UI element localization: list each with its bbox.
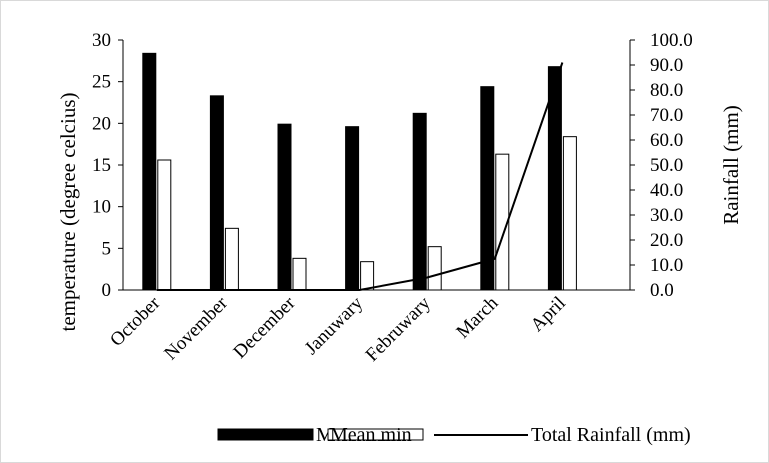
x-tick-label-februwary: Februwary bbox=[362, 292, 435, 365]
legend-swatch-mean-max bbox=[217, 428, 314, 441]
bar-mean-max-december bbox=[277, 123, 292, 291]
line-layer bbox=[156, 62, 564, 291]
y2-tick-label: 50.0 bbox=[650, 155, 683, 176]
legend-swatch-mean-min bbox=[327, 428, 424, 441]
y2-tick-label: 0.0 bbox=[650, 280, 674, 301]
bar-mean-max-november bbox=[209, 95, 224, 291]
legend: Mean max Mean min Total Rainfall (mm) bbox=[217, 424, 691, 446]
y2-tick-label: 90.0 bbox=[650, 55, 683, 76]
y-tick-label: 25 bbox=[92, 72, 111, 93]
x-tick-label-januwary: Januwary bbox=[301, 292, 368, 359]
ticks-layer: 0 5 10 15 20 25 30 0.0 10.0 20.0 30.0 40.0 50.0 60.0 7… bbox=[92, 30, 693, 366]
y-tick-label: 30 bbox=[92, 30, 111, 51]
y2-tick-label: 40.0 bbox=[650, 180, 683, 201]
x-tick-label-march: March bbox=[452, 292, 502, 342]
y2-tick-label: 60.0 bbox=[650, 130, 683, 151]
bars-layer bbox=[142, 52, 577, 291]
y2-tick-label: 20.0 bbox=[650, 230, 683, 251]
bar-mean-min-april bbox=[562, 136, 577, 291]
legend-label-rainfall: Total Rainfall (mm) bbox=[531, 424, 691, 446]
bar-mean-min-december bbox=[292, 257, 307, 291]
y-tick-label: 20 bbox=[92, 113, 111, 134]
x-tick-label-december: December bbox=[229, 292, 300, 363]
y2-tick-label: 30.0 bbox=[650, 205, 683, 226]
y-tick-label: 10 bbox=[92, 197, 111, 218]
y2-axis-title: Rainfall (mm) bbox=[719, 105, 743, 225]
x-tick-label-november: November bbox=[160, 292, 232, 364]
y-tick-label: 0 bbox=[102, 280, 112, 301]
bar-mean-min-october bbox=[157, 159, 172, 291]
x-tick-label-april: April bbox=[527, 293, 570, 336]
legend-label-mean-min: Mean min bbox=[330, 424, 412, 446]
bar-mean-min-november bbox=[224, 227, 239, 291]
y2-tick-label: 10.0 bbox=[650, 255, 683, 276]
line-total-rainfall-mm bbox=[156, 62, 564, 291]
y-tick-label: 15 bbox=[92, 155, 111, 176]
x-tick-label-october: October bbox=[106, 292, 165, 351]
bar-mean-max-februwary bbox=[412, 112, 427, 291]
bar-mean-max-october bbox=[142, 52, 157, 291]
y2-tick-label: 80.0 bbox=[650, 80, 683, 101]
bar-mean-max-januwary bbox=[345, 126, 360, 291]
bar-mean-min-februwary bbox=[427, 246, 442, 291]
y2-tick-label: 70.0 bbox=[650, 105, 683, 126]
y-tick-label: 5 bbox=[102, 238, 112, 259]
y-axis-title: temperature (degree celcius) bbox=[56, 92, 80, 331]
y2-tick-label: 100.0 bbox=[650, 30, 693, 51]
bar-mean-min-januwary bbox=[360, 261, 375, 291]
